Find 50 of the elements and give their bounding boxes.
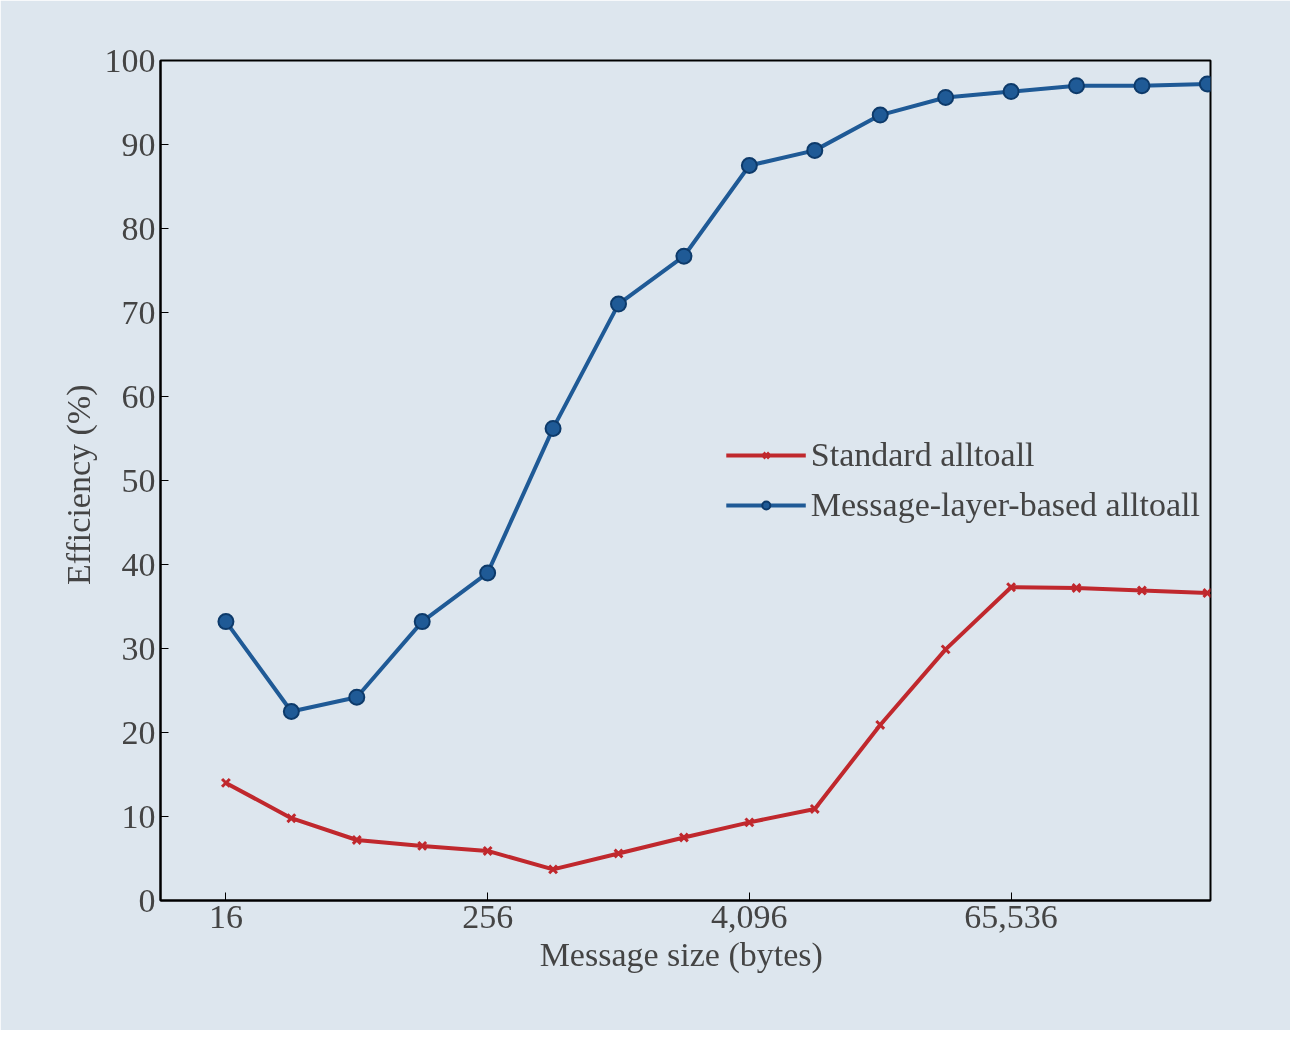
point bbox=[1071, 582, 1082, 594]
point bbox=[1002, 83, 1020, 101]
point bbox=[610, 295, 627, 313]
point bbox=[740, 157, 758, 174]
x-tick-label: 4,096 bbox=[711, 897, 788, 935]
y-tick-label: 50 bbox=[121, 461, 156, 499]
point bbox=[871, 106, 889, 124]
x-axis-title: Message size (bytes) bbox=[539, 935, 823, 974]
point bbox=[806, 141, 824, 159]
legend-label: Standard alltoall bbox=[810, 436, 1035, 474]
y-tick-label: 40 bbox=[121, 545, 156, 583]
y-tick-label: 100 bbox=[104, 41, 156, 79]
y-tick-label: 0 bbox=[138, 881, 156, 919]
y-tick-label: 20 bbox=[121, 713, 156, 751]
point bbox=[1201, 587, 1211, 599]
point bbox=[675, 247, 693, 265]
point bbox=[937, 88, 955, 106]
y-tick-label: 90 bbox=[121, 125, 156, 163]
x-tick-label: 256 bbox=[462, 897, 514, 935]
point bbox=[613, 848, 624, 859]
point bbox=[547, 864, 559, 875]
y-axis-title: Efficiency (%) bbox=[59, 384, 98, 585]
point bbox=[1133, 77, 1151, 95]
point bbox=[743, 816, 755, 828]
point bbox=[482, 845, 494, 857]
point bbox=[1068, 77, 1086, 95]
point bbox=[282, 703, 300, 720]
point bbox=[413, 613, 431, 631]
y-tick-label: 70 bbox=[121, 293, 156, 331]
point bbox=[220, 777, 232, 789]
point bbox=[809, 803, 821, 815]
point bbox=[544, 419, 562, 437]
point bbox=[217, 613, 235, 631]
point bbox=[351, 834, 363, 846]
y-tick-label: 30 bbox=[121, 629, 156, 667]
point bbox=[874, 719, 886, 731]
legend-label: Message-layer-based alltoall bbox=[810, 486, 1200, 524]
y-tick-label: 10 bbox=[121, 797, 156, 835]
point bbox=[940, 643, 952, 655]
y-tick-label: 80 bbox=[121, 209, 156, 247]
point bbox=[479, 564, 497, 582]
x-tick-label: 16 bbox=[208, 897, 243, 935]
point bbox=[416, 840, 428, 852]
y-tick-label: 60 bbox=[121, 377, 156, 415]
point bbox=[348, 688, 366, 706]
point bbox=[285, 812, 297, 824]
x-tick-label: 65,536 bbox=[964, 897, 1058, 935]
point bbox=[678, 832, 690, 843]
point bbox=[1136, 585, 1148, 596]
point bbox=[1005, 581, 1017, 593]
